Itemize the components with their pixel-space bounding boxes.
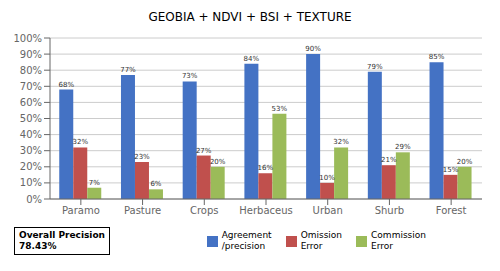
svg-text:32%: 32% (72, 138, 88, 146)
svg-text:Herbaceus: Herbaceus (239, 205, 292, 216)
html-text:Omission: Omission (300, 230, 343, 240)
svg-text:16%: 16% (258, 164, 274, 172)
svg-text:68%: 68% (58, 81, 74, 89)
html-text:Commission: Commission (371, 230, 426, 240)
svg-text:79%: 79% (367, 63, 383, 71)
svg-text:60%: 60% (20, 97, 42, 108)
svg-text:10%: 10% (319, 174, 335, 182)
html-text:GEOBIA + NDVI + BSI + TEXTURE: GEOBIA + NDVI + BSI + TEXTURE (148, 10, 352, 24)
html-text:Agreement: Agreement (221, 230, 272, 240)
svg-text:Shurb: Shurb (375, 205, 404, 216)
svg-text:Paramo: Paramo (62, 205, 100, 216)
svg-text:Forest: Forest (436, 205, 467, 216)
svg-text:85%: 85% (429, 53, 445, 61)
svg-text:Crops: Crops (190, 205, 219, 216)
svg-text:40%: 40% (20, 129, 42, 140)
svg-text:29%: 29% (395, 143, 411, 151)
svg-text:30%: 30% (20, 145, 42, 156)
svg-text:100%: 100% (13, 33, 42, 44)
html-text:/precision: /precision (221, 241, 266, 251)
svg-text:20%: 20% (210, 158, 226, 166)
svg-text:Pasture: Pasture (124, 205, 161, 216)
svg-text:90%: 90% (20, 49, 42, 60)
svg-text:80%: 80% (20, 65, 42, 76)
svg-text:84%: 84% (244, 55, 260, 63)
svg-text:50%: 50% (20, 113, 42, 124)
svg-text:77%: 77% (120, 66, 136, 74)
svg-text:53%: 53% (272, 105, 288, 113)
svg-text:7%: 7% (89, 179, 100, 187)
svg-text:20%: 20% (457, 158, 473, 166)
svg-text:6%: 6% (150, 180, 161, 188)
svg-text:73%: 73% (182, 72, 198, 80)
svg-text:70%: 70% (20, 81, 42, 92)
html-text:Overall Precision: Overall Precision (19, 230, 105, 240)
svg-text:10%: 10% (20, 177, 42, 188)
svg-text:32%: 32% (333, 138, 349, 146)
svg-text:20%: 20% (20, 161, 42, 172)
svg-text:Urban: Urban (313, 205, 343, 216)
svg-text:27%: 27% (196, 147, 212, 155)
svg-text:0%: 0% (26, 194, 42, 205)
html-text:Error: Error (371, 241, 393, 251)
html-text:Error: Error (300, 241, 323, 251)
svg-text:90%: 90% (305, 45, 321, 53)
svg-text:21%: 21% (381, 156, 397, 164)
html-text:78.43%: 78.43% (19, 241, 57, 251)
svg-text:23%: 23% (134, 153, 150, 161)
svg-text:15%: 15% (443, 166, 459, 174)
